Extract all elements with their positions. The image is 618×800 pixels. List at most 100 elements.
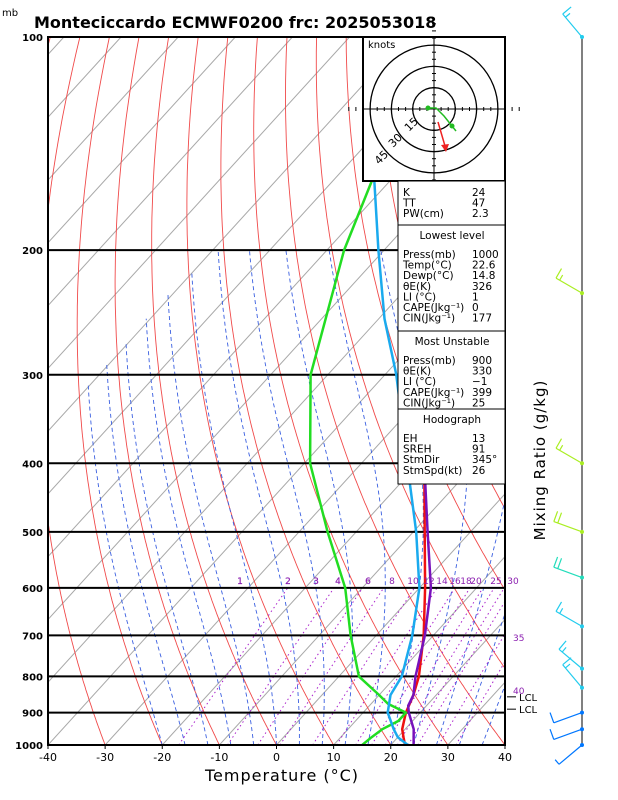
isotherm-line [333,555,505,745]
pressure-unit: mb [2,8,18,19]
mixing-ratio-label: 6 [365,577,371,587]
mixing-ratio-label: 25 [490,577,501,587]
x-axis-label: Temperature (°C) [204,766,359,785]
isotherm-line [219,430,505,745]
pressure-label: 100 [22,33,43,44]
storm-motion-arrowhead [441,144,449,152]
wind-barb-flag [561,647,567,653]
moist-adiabat [328,250,386,745]
x-tick-label: -40 [39,751,57,764]
index-label: PW(cm) [403,208,444,220]
mixing-ratio-label: 16 [449,577,461,587]
isotherm-line [48,37,236,244]
wind-barb-flag [555,268,563,279]
wind-barb-flag [555,438,563,449]
indices-heading: Lowest level [419,230,484,242]
index-label: Press(mb) [403,355,456,367]
x-tick-label: 20 [384,751,398,764]
moist-adiabat [191,272,277,745]
dry-adiabat [186,37,335,745]
index-value: 399 [472,387,492,399]
index-label: Temp(°C) [402,260,452,272]
lcl-label: LCL [519,693,538,704]
index-value: 1 [472,291,479,303]
mixing-ratio-line [455,660,505,745]
hodograph-end [449,123,455,129]
index-value: 13 [472,433,485,445]
indices-heading: Hodograph [423,414,481,426]
wind-barb-flag [553,556,559,568]
index-label: LI (°C) [403,376,436,388]
dry-adiabat [609,21,618,760]
isotherm-line [48,242,505,745]
x-tick-label: 0 [273,751,280,764]
y-axis-label: Mixing Ratio (g/kg) [531,380,549,541]
wind-barb-staff [562,664,583,689]
isotherm-line [48,37,408,432]
index-value: 177 [472,313,492,325]
index-value: 25 [472,397,485,409]
moist-adiabat [145,318,232,745]
x-tick-label: -20 [153,751,171,764]
storm-motion-vector [437,121,446,147]
index-value: 0 [472,302,479,314]
index-label: CAPE(Jkg⁻¹) [403,302,464,314]
index-value: 91 [472,444,485,456]
mixing-ratio-label: 4 [335,577,341,587]
pressure-label: 800 [22,672,43,683]
moist-adiabat [504,743,505,745]
index-label: StmDir [403,454,440,466]
index-value: 47 [472,198,485,210]
mixing-ratio-line [227,587,335,745]
index-label: Dewp(°C) [403,270,454,282]
index-label: θE(K) [403,366,431,378]
index-value: 330 [472,366,492,378]
isotherm-line [390,618,505,745]
mixing-ratio-label: 18 [460,577,472,587]
dewpoint-line [308,37,431,745]
mixing-ratio-line [417,600,505,745]
mixing-ratio-label: 8 [389,577,395,587]
hodograph-start [425,105,431,111]
wind-barb-flag [554,759,560,765]
wind-barb-flag [557,558,563,569]
index-label: K [403,187,411,199]
dry-adiabat [114,37,220,745]
index-label: SREH [403,444,432,456]
wind-barb-flag [549,728,555,740]
index-label: StmSpd(kt) [403,465,462,477]
chart-title: Monteciccardo ECMWF0200 frc: 2025053018 [34,13,436,32]
index-label: EH [403,433,418,445]
isotherm-line [48,37,122,118]
index-label: LI (°C) [403,291,436,303]
wind-barb-flag [549,712,555,724]
mixing-ratio-label: 12 [423,577,434,587]
moist-adiabat [106,364,186,745]
dry-adiabat [579,21,618,760]
index-value: 900 [472,355,492,367]
mixing-ratio-label: 3 [313,577,319,587]
wind-barb-flag [559,274,564,281]
dry-adiabat [493,37,505,102]
pressure-label: 200 [22,246,43,257]
isotherm-line [48,37,350,370]
mixing-ratio-line [407,587,505,745]
mixing-ratio-line [178,587,289,745]
pressure-label: 400 [22,459,43,470]
wind-barb-staff [553,521,583,533]
wind-barb-flag [553,511,559,522]
dry-adiabat [48,37,51,745]
wind-barb-staff [555,277,583,294]
mixing-ratio-label: 30 [507,577,519,587]
wind-barb-flag [557,512,563,524]
pressure-label: 900 [22,709,43,720]
dry-adiabat [48,37,106,745]
index-value: 24 [472,187,486,199]
x-tick-label: 40 [498,751,512,764]
index-value: 1000 [472,249,499,261]
index-value: 22.6 [472,260,496,272]
pressure-label: 500 [22,528,43,539]
pressure-label: 1000 [15,741,43,752]
isotherm-label-35: 35 [513,634,524,644]
wind-barb-staff [562,13,583,38]
